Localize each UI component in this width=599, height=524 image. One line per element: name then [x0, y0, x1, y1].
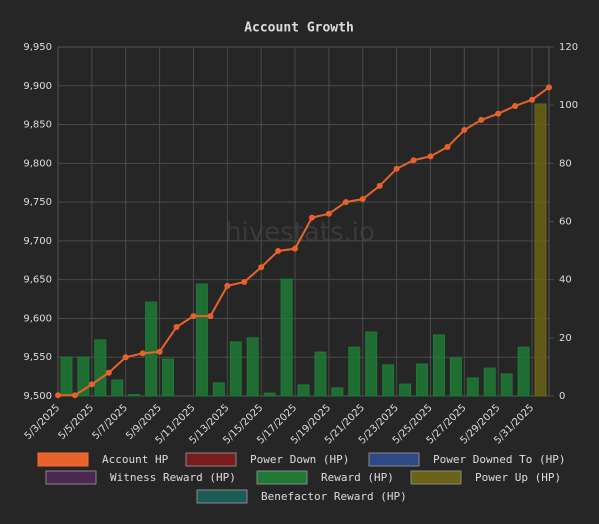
chart-title: Account Growth — [244, 21, 354, 36]
point — [410, 157, 417, 164]
point — [190, 313, 197, 320]
legend-label: Power Up (HP) — [475, 471, 561, 484]
legend-label: Account HP — [102, 453, 169, 466]
bar — [60, 356, 73, 397]
point — [224, 282, 231, 289]
bar — [416, 363, 429, 397]
bar — [128, 394, 141, 397]
legend-swatch — [45, 470, 97, 485]
point — [173, 323, 180, 330]
point — [241, 278, 248, 285]
point — [325, 210, 332, 217]
bar — [534, 103, 547, 397]
y-tick-label: 9,950 — [23, 42, 52, 53]
point — [427, 153, 434, 160]
y-tick-label: 9,700 — [23, 236, 52, 247]
point — [88, 381, 95, 388]
point — [342, 199, 349, 206]
bar — [517, 346, 530, 397]
y2-tick-label: 80 — [559, 158, 572, 169]
point — [122, 354, 129, 361]
legend-label: Reward (HP) — [321, 471, 394, 484]
legend-swatch — [196, 489, 248, 504]
bar — [382, 364, 395, 397]
bar — [263, 392, 276, 397]
y2-tick-label: 0 — [559, 391, 565, 402]
bar — [314, 351, 327, 397]
legend-swatch — [410, 470, 462, 485]
bar — [483, 367, 496, 397]
y-tick-label: 9,600 — [23, 313, 52, 324]
bar — [77, 356, 90, 397]
bar — [432, 334, 445, 397]
bar — [162, 358, 175, 397]
point — [275, 247, 282, 254]
bar — [145, 301, 158, 397]
legend-swatch — [185, 452, 237, 467]
point — [292, 245, 299, 252]
y-tick-label: 9,850 — [23, 120, 52, 131]
bar — [449, 357, 462, 397]
bar — [466, 377, 479, 397]
bar — [399, 383, 412, 397]
y-tick-label: 9,800 — [23, 158, 52, 169]
y2-tick-label: 60 — [559, 217, 572, 228]
bar — [229, 341, 242, 397]
bar — [94, 339, 107, 397]
y-tick-label: 9,550 — [23, 352, 52, 363]
x-tick-label: 5/5/2025 — [57, 402, 97, 442]
legend-label: Witness Reward (HP) — [110, 471, 236, 484]
y2-tick-label: 100 — [559, 100, 578, 111]
bar — [500, 373, 513, 397]
point — [308, 214, 315, 221]
bar — [297, 384, 310, 397]
y-tick-label: 9,650 — [23, 275, 52, 286]
point — [393, 165, 400, 172]
point — [495, 110, 502, 117]
point — [529, 96, 536, 103]
bar — [348, 346, 361, 397]
point — [444, 144, 451, 151]
point — [461, 126, 468, 133]
bar — [195, 283, 208, 397]
point — [258, 264, 265, 271]
x-tick-label: 5/3/2025 — [23, 402, 63, 442]
y2-tick-label: 120 — [559, 42, 578, 53]
x-tick-label: 5/7/2025 — [90, 402, 130, 442]
legend-swatch — [37, 452, 89, 467]
y2-tick-label: 20 — [559, 333, 572, 344]
point — [478, 116, 485, 123]
point — [512, 102, 519, 109]
bar — [246, 337, 259, 397]
bar — [365, 331, 378, 397]
point — [359, 196, 366, 203]
y-tick-label: 9,500 — [23, 391, 52, 402]
point — [105, 369, 112, 376]
legend-swatch — [256, 470, 308, 485]
y-tick-label: 9,750 — [23, 197, 52, 208]
y2-tick-label: 40 — [559, 275, 572, 286]
watermark: hivestats.io — [225, 218, 375, 248]
y-tick-label: 9,900 — [23, 81, 52, 92]
bar — [280, 278, 293, 397]
bar — [331, 387, 344, 397]
legend-label: Power Downed To (HP) — [433, 453, 565, 466]
legend-swatch — [368, 452, 420, 467]
legend-label: Benefactor Reward (HP) — [261, 490, 407, 503]
bar — [111, 379, 124, 397]
point — [207, 313, 214, 320]
point — [156, 348, 163, 355]
bar — [212, 382, 225, 397]
point — [546, 84, 552, 91]
point — [55, 392, 61, 399]
point — [376, 182, 383, 189]
point — [71, 392, 78, 399]
point — [139, 350, 146, 357]
legend-label: Power Down (HP) — [250, 453, 349, 466]
